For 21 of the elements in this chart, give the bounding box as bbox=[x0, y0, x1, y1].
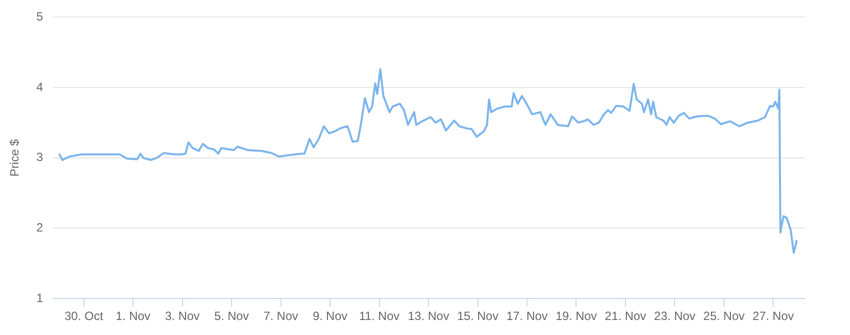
y-tick-label: 1 bbox=[36, 290, 44, 305]
x-tick-label: 21. Nov bbox=[604, 309, 646, 324]
x-tick-label: 30. Oct bbox=[64, 309, 104, 324]
x-tick-label: 19. Nov bbox=[556, 309, 597, 324]
y-tick-label: 2 bbox=[36, 220, 44, 235]
x-tick-label: 5. Nov bbox=[214, 309, 249, 324]
y-axis-title: Price $ bbox=[8, 138, 22, 177]
x-tick-label: 17. Nov bbox=[506, 309, 548, 324]
x-tick-label: 15. Nov bbox=[457, 309, 498, 324]
y-tick-label: 5 bbox=[36, 10, 44, 24]
x-tick-label: 7. Nov bbox=[263, 309, 298, 324]
x-tick-label: 23. Nov bbox=[654, 309, 696, 324]
y-tick-label: 4 bbox=[36, 80, 44, 94]
y-tick-label: 3 bbox=[36, 150, 44, 164]
x-tick-label: 1. Nov bbox=[116, 309, 150, 324]
x-tick-label: 9. Nov bbox=[312, 309, 348, 324]
x-tick-label: 25. Nov bbox=[703, 309, 745, 324]
x-tick-label: 27. Nov bbox=[752, 309, 794, 324]
x-tick-label: 11. Nov bbox=[359, 309, 400, 324]
x-tick-label: 13. Nov bbox=[408, 309, 450, 324]
x-tick-label: 3. Nov bbox=[164, 309, 200, 324]
